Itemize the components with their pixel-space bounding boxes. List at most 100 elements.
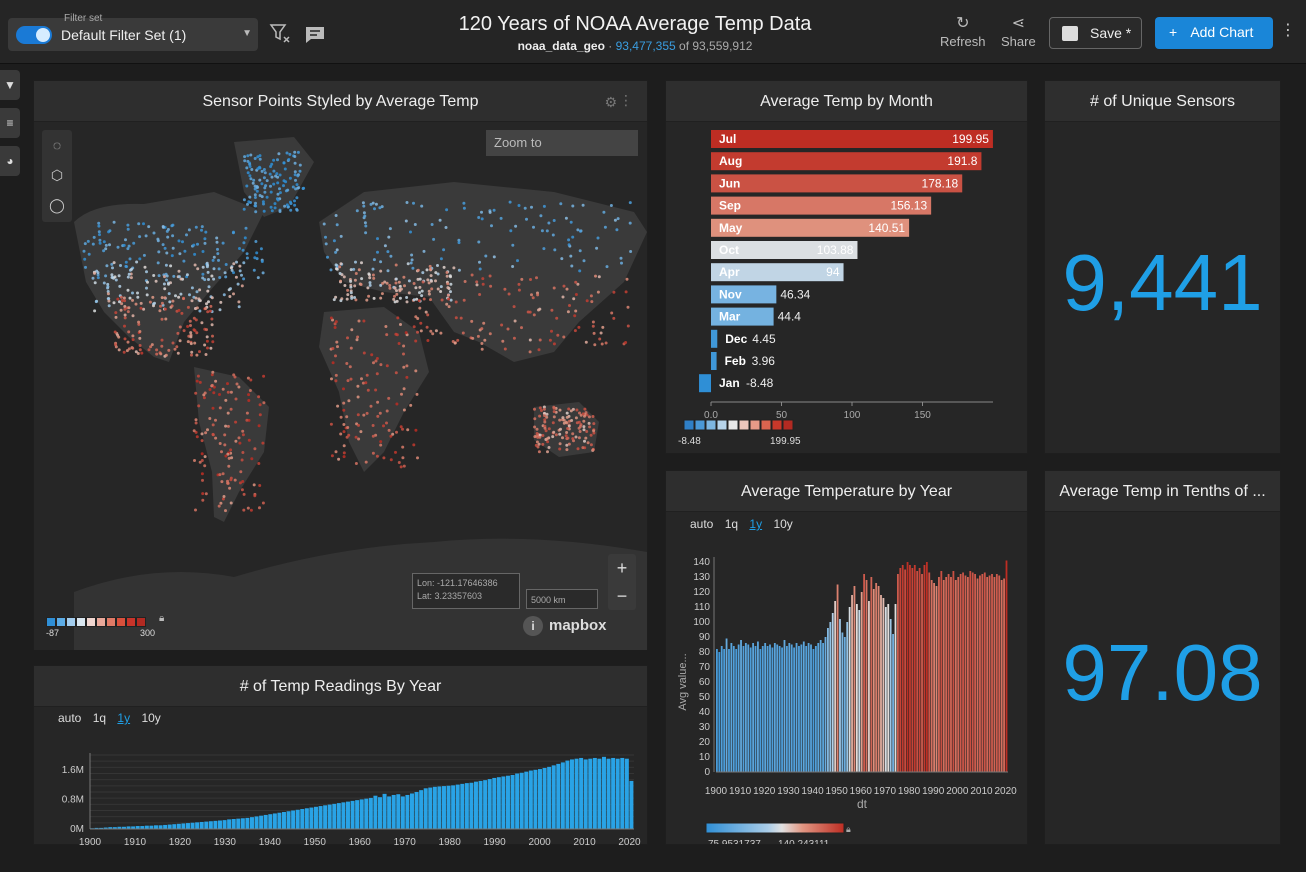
sensor-point [124,264,128,268]
sensor-point [178,325,182,329]
zoom-in-button[interactable]: + [616,558,628,578]
filter-set-selector[interactable]: Filter set Default Filter Set (1) ▼ [8,13,258,51]
sensor-point [334,379,338,383]
sensor-point [157,250,161,254]
circle-select-icon[interactable]: ◌ [52,137,62,153]
sensor-point [210,317,214,321]
granularity-1q[interactable]: 1q [724,517,739,531]
sensor-point [179,292,183,296]
granularity-10y[interactable]: 10y [773,517,793,531]
granularity-1y[interactable]: 1y [117,711,131,725]
sensor-point [412,325,416,329]
readings-bar [428,787,433,829]
sensor-point [584,436,588,440]
sensor-point [480,327,484,331]
sensor-point [480,342,484,345]
sensor-point [574,309,578,313]
sensor-point [591,320,595,324]
sensor-point [362,204,366,208]
map-canvas[interactable]: ◌ ⬡ ◯ Zoom to + − Lon: -121.17646386 Lat… [34,122,647,650]
sensor-point [126,340,130,344]
sensor-point [123,305,127,308]
readings-bar [391,794,396,829]
sensor-point [403,284,406,288]
chevron-down-icon[interactable]: ▼ [242,28,252,39]
lasso-select-icon[interactable]: ◯ [49,197,65,213]
polygon-select-icon[interactable]: ⬡ [50,167,64,183]
sensor-point [203,343,207,347]
gear-icon[interactable]: ⚙ [604,94,617,110]
palette-icon[interactable]: ◕ [0,146,20,176]
sensor-point [212,391,216,395]
world-map[interactable] [34,122,647,650]
sensor-point [576,228,580,232]
sensor-point [296,174,300,178]
year-bar [824,637,827,772]
readings-bar [437,786,442,829]
sensor-point [245,184,249,188]
info-icon[interactable]: i [523,616,543,636]
readings-bar [240,818,245,829]
sensor-point [562,418,566,422]
year-y-tick-label: 40 [699,707,711,718]
sensor-point [192,316,196,320]
sensor-point [294,187,298,191]
sliders-icon[interactable]: ≡ [0,108,20,138]
readings-panel: # of Temp Readings By Year auto 1q 1y 10… [33,665,648,845]
granularity-auto[interactable]: auto [58,711,82,725]
sensor-point [426,278,430,282]
sensor-point [360,261,363,265]
sensor-point [244,226,248,230]
add-chart-button[interactable]: + Add Chart [1155,17,1273,49]
sensor-point [218,393,221,396]
sensor-point [201,250,205,253]
more-menu-icon[interactable]: ⋮ [1280,22,1296,39]
sensor-point [120,302,124,306]
granularity-1q[interactable]: 1q [92,711,107,725]
filter-icon[interactable]: ▼ [0,70,20,100]
sensor-point [421,280,425,284]
sensor-point [286,188,290,192]
sensor-point [210,323,214,327]
sensor-point [293,203,297,207]
refresh-button[interactable]: ↻ Refresh [940,16,986,50]
panel-menu-icon[interactable]: ⋮ [619,92,633,108]
lock-icon[interactable]: 🔒︎ [159,613,165,624]
sensor-point [412,201,415,205]
granularity-1y[interactable]: 1y [749,517,763,531]
sensor-point [530,293,533,297]
granularity-10y[interactable]: 10y [141,711,161,725]
sensor-point [262,401,266,405]
comment-icon[interactable] [305,26,325,49]
sensor-point [506,327,510,331]
sensor-point [123,337,127,341]
filter-set-toggle[interactable] [16,26,52,44]
sensor-point [569,220,573,224]
sensor-point [106,285,110,289]
year-y-tick-label: 140 [693,557,710,568]
share-button[interactable]: ⋖ Share [1001,16,1036,50]
granularity-auto[interactable]: auto [690,517,714,531]
sensor-point [449,290,452,294]
save-button[interactable]: Save * [1049,17,1142,49]
sensor-point [195,353,199,357]
sensor-point [425,268,429,272]
clear-filter-icon[interactable] [269,22,291,49]
sensor-point [107,299,111,303]
zoom-out-button[interactable]: − [616,586,628,606]
sensor-point [412,282,416,285]
zoom-to-input[interactable]: Zoom to [486,130,638,156]
readings-bar [533,769,538,829]
sensor-point [369,202,373,206]
readings-bar [117,826,122,829]
sensor-point [93,271,96,275]
sensor-point [252,178,256,182]
sensor-point [138,330,142,333]
year-bar [764,643,767,772]
year-bar [892,634,894,772]
map-body: ◌ ⬡ ◯ Zoom to + − Lon: -121.17646386 Lat… [34,122,647,650]
sensor-point [394,332,398,336]
